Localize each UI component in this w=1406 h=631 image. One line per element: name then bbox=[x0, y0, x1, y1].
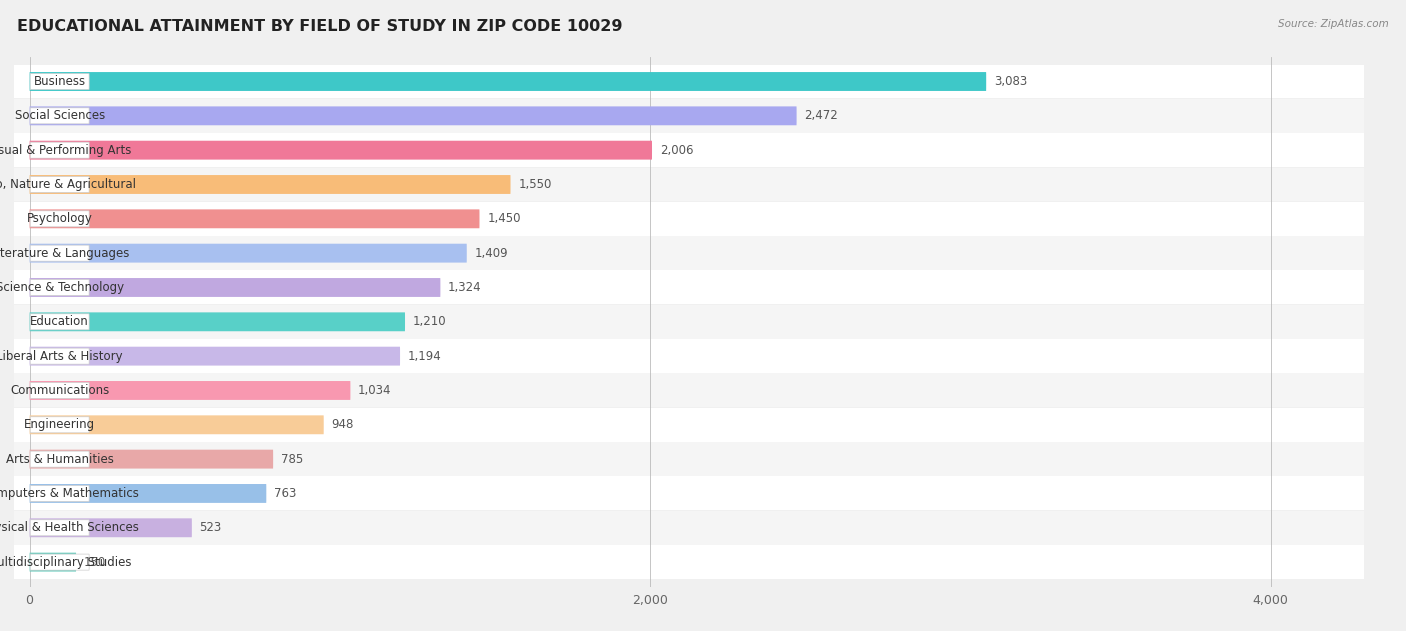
Text: 1,194: 1,194 bbox=[408, 350, 441, 363]
FancyBboxPatch shape bbox=[30, 142, 89, 158]
FancyBboxPatch shape bbox=[30, 245, 89, 261]
FancyBboxPatch shape bbox=[30, 314, 89, 330]
FancyBboxPatch shape bbox=[30, 382, 89, 399]
Text: Engineering: Engineering bbox=[24, 418, 96, 432]
FancyBboxPatch shape bbox=[14, 510, 1364, 545]
FancyBboxPatch shape bbox=[30, 312, 405, 331]
Text: 523: 523 bbox=[200, 521, 222, 534]
FancyBboxPatch shape bbox=[14, 442, 1364, 476]
FancyBboxPatch shape bbox=[30, 450, 273, 469]
FancyBboxPatch shape bbox=[14, 167, 1364, 201]
Text: 1,324: 1,324 bbox=[449, 281, 482, 294]
FancyBboxPatch shape bbox=[30, 520, 89, 536]
FancyBboxPatch shape bbox=[14, 305, 1364, 339]
FancyBboxPatch shape bbox=[14, 476, 1364, 510]
FancyBboxPatch shape bbox=[30, 72, 986, 91]
FancyBboxPatch shape bbox=[30, 107, 797, 126]
Text: Communications: Communications bbox=[10, 384, 110, 397]
Text: Science & Technology: Science & Technology bbox=[0, 281, 124, 294]
Text: Arts & Humanities: Arts & Humanities bbox=[6, 452, 114, 466]
FancyBboxPatch shape bbox=[30, 554, 89, 570]
FancyBboxPatch shape bbox=[30, 518, 191, 537]
Text: EDUCATIONAL ATTAINMENT BY FIELD OF STUDY IN ZIP CODE 10029: EDUCATIONAL ATTAINMENT BY FIELD OF STUDY… bbox=[17, 19, 623, 34]
Text: 948: 948 bbox=[332, 418, 354, 432]
FancyBboxPatch shape bbox=[30, 209, 479, 228]
Text: 2,006: 2,006 bbox=[659, 144, 693, 156]
FancyBboxPatch shape bbox=[30, 278, 440, 297]
Text: Social Sciences: Social Sciences bbox=[14, 109, 105, 122]
FancyBboxPatch shape bbox=[30, 451, 89, 467]
Text: Computers & Mathematics: Computers & Mathematics bbox=[0, 487, 139, 500]
Text: Literature & Languages: Literature & Languages bbox=[0, 247, 129, 259]
FancyBboxPatch shape bbox=[14, 339, 1364, 373]
Text: Visual & Performing Arts: Visual & Performing Arts bbox=[0, 144, 132, 156]
Text: Psychology: Psychology bbox=[27, 212, 93, 225]
Text: Bio, Nature & Agricultural: Bio, Nature & Agricultural bbox=[0, 178, 135, 191]
Text: Source: ZipAtlas.com: Source: ZipAtlas.com bbox=[1278, 19, 1389, 29]
FancyBboxPatch shape bbox=[14, 271, 1364, 305]
FancyBboxPatch shape bbox=[30, 177, 89, 192]
FancyBboxPatch shape bbox=[14, 545, 1364, 579]
FancyBboxPatch shape bbox=[14, 133, 1364, 167]
Text: Physical & Health Sciences: Physical & Health Sciences bbox=[0, 521, 139, 534]
Text: 1,034: 1,034 bbox=[359, 384, 392, 397]
FancyBboxPatch shape bbox=[30, 484, 266, 503]
FancyBboxPatch shape bbox=[30, 416, 89, 433]
Text: 1,550: 1,550 bbox=[519, 178, 551, 191]
FancyBboxPatch shape bbox=[14, 64, 1364, 98]
Text: 1,409: 1,409 bbox=[475, 247, 508, 259]
FancyBboxPatch shape bbox=[14, 99, 1364, 133]
Text: 763: 763 bbox=[274, 487, 297, 500]
Text: Business: Business bbox=[34, 75, 86, 88]
Text: 785: 785 bbox=[281, 452, 304, 466]
FancyBboxPatch shape bbox=[14, 408, 1364, 442]
FancyBboxPatch shape bbox=[30, 73, 89, 90]
FancyBboxPatch shape bbox=[30, 175, 510, 194]
Text: Education: Education bbox=[31, 316, 89, 328]
FancyBboxPatch shape bbox=[30, 553, 76, 572]
FancyBboxPatch shape bbox=[30, 280, 89, 295]
Text: 1,210: 1,210 bbox=[413, 316, 447, 328]
FancyBboxPatch shape bbox=[30, 346, 401, 365]
Text: Liberal Arts & History: Liberal Arts & History bbox=[0, 350, 122, 363]
FancyBboxPatch shape bbox=[30, 415, 323, 434]
FancyBboxPatch shape bbox=[14, 236, 1364, 270]
FancyBboxPatch shape bbox=[30, 108, 89, 124]
FancyBboxPatch shape bbox=[30, 244, 467, 262]
Text: Multidisciplinary Studies: Multidisciplinary Studies bbox=[0, 556, 132, 569]
Text: 2,472: 2,472 bbox=[804, 109, 838, 122]
FancyBboxPatch shape bbox=[30, 485, 89, 502]
FancyBboxPatch shape bbox=[30, 381, 350, 400]
FancyBboxPatch shape bbox=[30, 211, 89, 227]
Text: 3,083: 3,083 bbox=[994, 75, 1028, 88]
Text: 150: 150 bbox=[84, 556, 105, 569]
FancyBboxPatch shape bbox=[14, 374, 1364, 408]
FancyBboxPatch shape bbox=[30, 348, 89, 364]
Text: 1,450: 1,450 bbox=[488, 212, 520, 225]
FancyBboxPatch shape bbox=[14, 202, 1364, 236]
FancyBboxPatch shape bbox=[30, 141, 652, 160]
